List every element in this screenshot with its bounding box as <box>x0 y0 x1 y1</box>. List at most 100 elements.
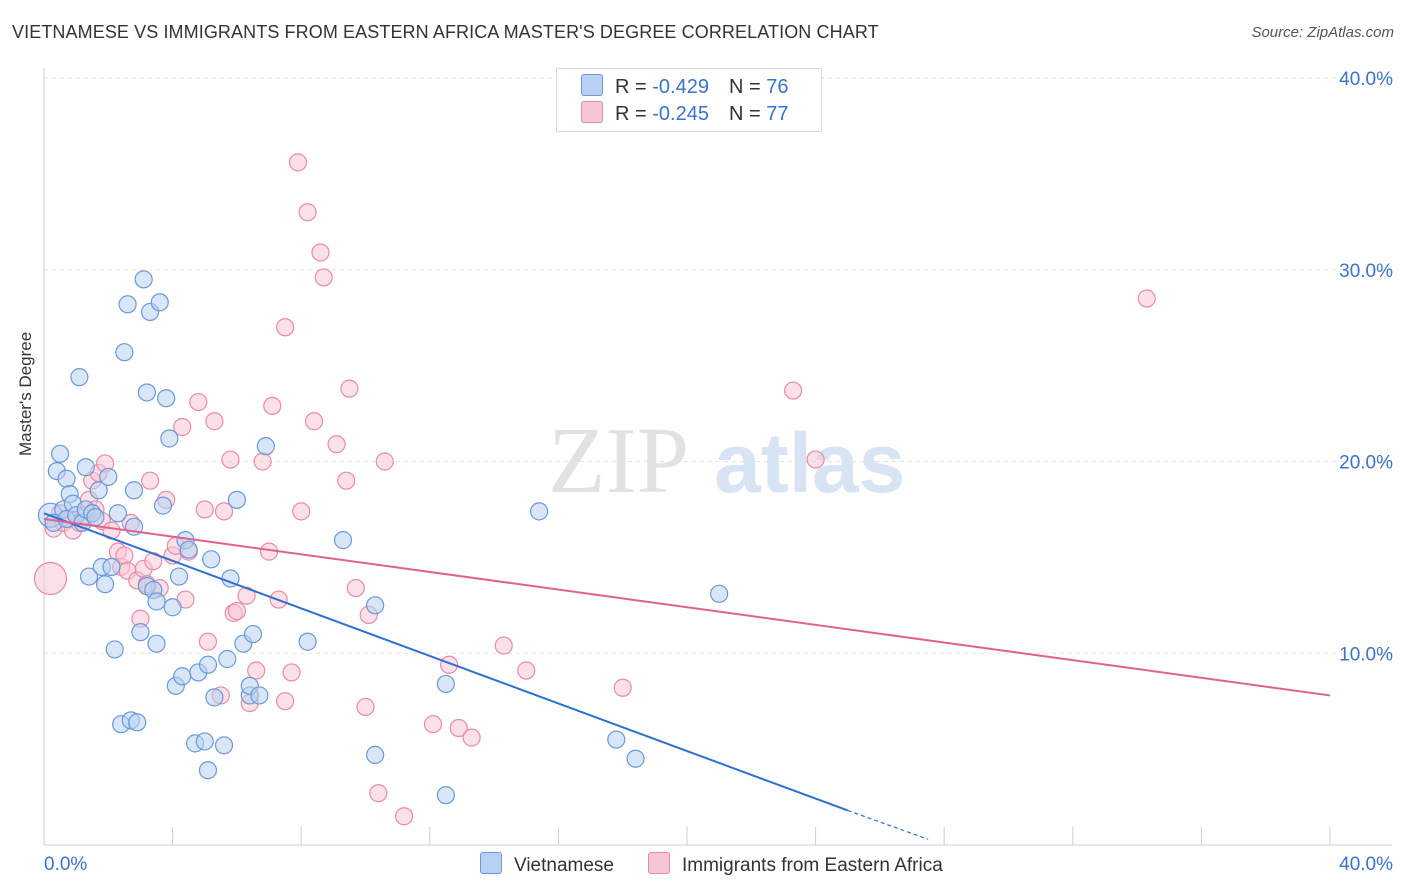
watermark-zip: ZIP <box>548 409 689 513</box>
chart-source: Source: ZipAtlas.com <box>1251 24 1394 41</box>
eastern-africa-point <box>292 502 311 521</box>
eastern-africa-point <box>375 452 394 471</box>
vietnamese-point <box>160 429 179 448</box>
vietnamese-point <box>50 444 70 463</box>
vietnamese-point <box>179 540 198 559</box>
vietnamese-point <box>366 745 385 764</box>
legend-row-eastern-africa: R = -0.245 N = 77 <box>581 101 788 127</box>
vietnamese-point <box>105 640 124 659</box>
eastern-africa-point <box>276 318 295 337</box>
eastern-africa-point <box>214 502 234 521</box>
vietnamese-point <box>70 368 89 387</box>
y-tick-label: 20.0% <box>1339 453 1393 474</box>
legend-item-vietnamese: Vietnamese <box>480 852 614 877</box>
eastern-africa-point <box>189 392 208 412</box>
eastern-africa-point <box>783 381 803 400</box>
y-tick-label: 10.0% <box>1339 644 1393 665</box>
vietnamese-point <box>89 481 108 500</box>
vietnamese-point <box>298 632 317 651</box>
eastern-africa-point <box>298 203 317 222</box>
eastern-africa-point <box>449 718 468 738</box>
vietnamese-point <box>57 469 76 488</box>
vietnamese-point <box>147 634 166 653</box>
legend-n-value: 77 <box>766 103 789 125</box>
eastern-africa-point <box>369 784 388 803</box>
vietnamese-point <box>333 531 353 550</box>
trend-line-eastern-africa <box>43 518 1331 697</box>
eastern-africa-point <box>806 450 825 469</box>
legend-r-label: R = <box>615 103 653 125</box>
vietnamese-point <box>115 343 134 362</box>
vietnamese-point <box>153 496 173 515</box>
legend-swatch-vietnamese <box>581 74 603 96</box>
x-tick-label: 40.0% <box>1339 854 1393 875</box>
eastern-africa-point <box>394 807 414 826</box>
vietnamese-point <box>118 295 137 314</box>
tick-labels: 10.0% 20.0% 30.0% 40.0% 0.0% 40.0% <box>44 69 1393 875</box>
eastern-africa-point <box>282 663 301 682</box>
legend-row-vietnamese: R = -0.429 N = 76 <box>581 74 788 100</box>
eastern-africa-point <box>340 379 359 398</box>
eastern-africa-point <box>423 715 443 734</box>
eastern-africa-point <box>198 632 218 651</box>
legend-label-eastern-africa: Immigrants from Eastern Africa <box>682 855 943 876</box>
vietnamese-point <box>530 502 549 521</box>
vietnamese-point <box>157 389 176 408</box>
y-tick-label: 30.0% <box>1339 261 1393 282</box>
vietnamese-point <box>86 508 105 527</box>
vietnamese-point <box>243 624 263 644</box>
vietnamese-point <box>607 730 626 749</box>
legend-label-vietnamese: Vietnamese <box>514 855 614 876</box>
vietnamese-point <box>99 467 118 486</box>
vietnamese-point <box>169 567 189 586</box>
chart-title: VIETNAMESE VS IMMIGRANTS FROM EASTERN AF… <box>12 22 879 42</box>
vietnamese-point <box>626 749 645 768</box>
legend-n-label: N = <box>728 76 767 98</box>
vietnamese-point <box>147 592 166 611</box>
vietnamese-point <box>205 688 224 707</box>
eastern-africa-point <box>613 678 632 697</box>
eastern-africa-point <box>1137 289 1156 308</box>
vietnamese-point <box>108 504 128 523</box>
vietnamese-point <box>202 550 221 569</box>
axes <box>43 68 1392 846</box>
series-legend: Vietnamese Immigrants from Eastern Afric… <box>0 852 1406 878</box>
eastern-africa-point <box>247 661 266 680</box>
eastern-africa-point <box>311 243 330 262</box>
eastern-africa-point <box>462 728 481 747</box>
y-tick-label: 40.0% <box>1339 69 1393 90</box>
series-vietnamese-points <box>37 270 729 805</box>
eastern-africa-point <box>494 636 513 655</box>
vietnamese-point <box>173 667 192 686</box>
eastern-africa-point <box>276 692 295 711</box>
vietnamese-point <box>195 732 214 751</box>
eastern-africa-point <box>346 578 365 598</box>
eastern-africa-point <box>195 500 214 519</box>
eastern-africa-point <box>337 471 356 490</box>
eastern-africa-point <box>205 412 224 431</box>
vietnamese-point <box>128 713 147 732</box>
trend-lines <box>43 512 1331 840</box>
legend-swatch-eastern-africa <box>648 852 670 874</box>
vietnamese-point <box>163 598 182 617</box>
eastern-africa-point <box>173 417 192 437</box>
vietnamese-point <box>102 557 121 577</box>
vietnamese-point <box>218 649 237 669</box>
eastern-africa-point <box>227 601 246 621</box>
legend-n-value: 76 <box>766 76 789 98</box>
legend-r-label: R = <box>615 76 653 98</box>
eastern-africa-point <box>314 268 333 287</box>
vietnamese-point <box>150 293 169 312</box>
legend-swatch-eastern-africa <box>581 101 603 123</box>
legend-swatch-vietnamese <box>480 852 502 874</box>
eastern-africa-point <box>327 435 346 454</box>
trend-line-vietnamese <box>43 512 849 812</box>
vietnamese-point <box>76 458 95 477</box>
vietnamese-point <box>366 596 385 615</box>
vietnamese-point <box>227 490 246 509</box>
legend-r-value: -0.245 <box>652 103 709 125</box>
trend-line-vietnamese-extension <box>847 809 929 840</box>
vietnamese-point <box>436 786 455 805</box>
eastern-africa-point <box>288 153 308 172</box>
